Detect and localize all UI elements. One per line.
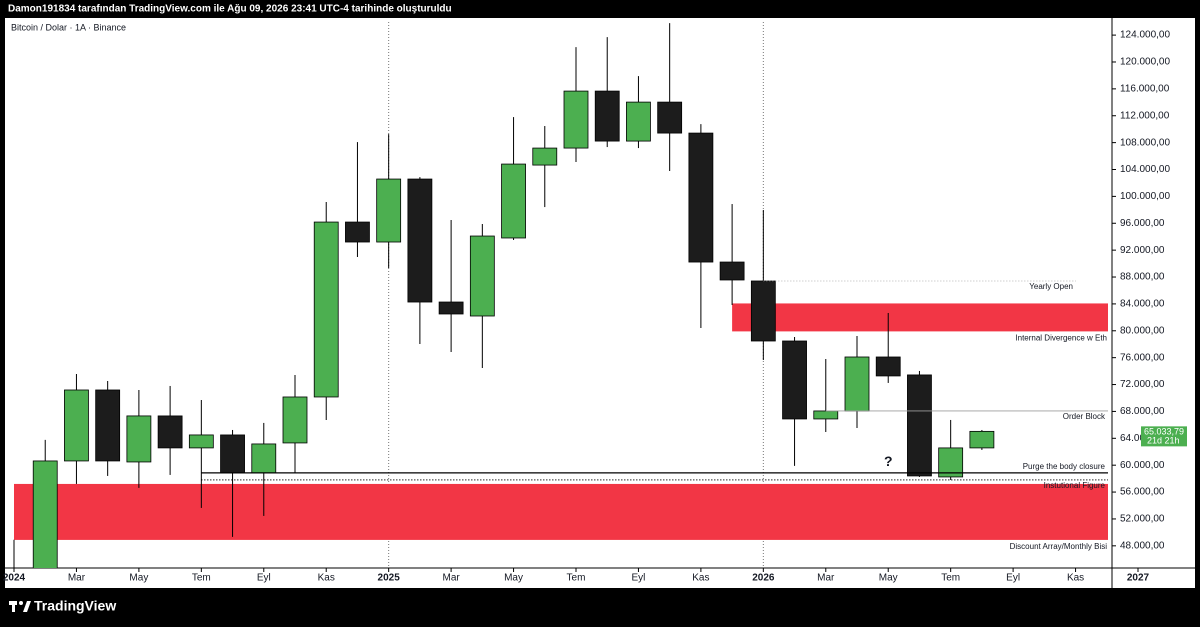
x-tick-label: Tem [941, 573, 960, 584]
y-tick-label: 84.000,00 [1120, 299, 1165, 310]
candle-body [220, 434, 245, 474]
x-tick-label: Kas [692, 573, 709, 584]
candle-body [501, 163, 526, 239]
candle-body [969, 430, 995, 449]
y-tick-label: 68.000,00 [1120, 406, 1165, 417]
y-tick-label: 92.000,00 [1120, 245, 1165, 256]
candle-body [907, 374, 932, 477]
candle-body [282, 396, 308, 444]
x-tick-label: Eyl [257, 573, 271, 584]
brand-name: TradingView [34, 598, 116, 614]
x-tick-label: Tem [192, 573, 211, 584]
y-tick-label: 112.000,00 [1120, 110, 1170, 121]
candle-body [688, 132, 714, 263]
x-tick-label: Kas [1067, 573, 1084, 584]
y-tick-label: 72.000,00 [1120, 379, 1165, 390]
x-tick-label: 2026 [752, 573, 775, 584]
candle-body [563, 90, 589, 149]
candle-body [469, 235, 495, 317]
candle-body [594, 90, 620, 142]
last-price-label: 65.033,79 [1144, 427, 1184, 437]
candle-body [719, 261, 745, 281]
candle-body [938, 447, 964, 478]
candle-body [750, 280, 776, 342]
x-tick-label: Tem [567, 573, 586, 584]
x-tick-label: 2027 [1127, 573, 1150, 584]
candle-body [407, 178, 433, 303]
last-price-box [1141, 426, 1187, 447]
candle-body [32, 460, 58, 568]
symbol-title: Bitcoin / Dolar · 1A · Binance [11, 22, 126, 32]
level-label: Instutional Figure [1044, 481, 1106, 490]
x-tick-label: 2024 [3, 573, 26, 584]
x-tick-label: Mar [68, 573, 86, 584]
candle-body [657, 101, 683, 134]
y-tick-label: 96.000,00 [1120, 218, 1165, 229]
x-tick-label: Mar [817, 573, 835, 584]
last-price-countdown: 21d 21h [1147, 436, 1180, 446]
annotation: ? [884, 453, 893, 469]
x-tick-label: Kas [318, 573, 335, 584]
level-label: Yearly Open [1029, 282, 1073, 291]
candle-body [188, 434, 214, 449]
candle-body [251, 443, 277, 474]
x-tick-label: May [129, 573, 148, 584]
zone-label: Internal Divergence w Eth [1015, 333, 1107, 342]
y-tick-label: 100.000,00 [1120, 191, 1170, 202]
x-tick-label: 2025 [378, 573, 401, 584]
x-tick-label: May [504, 573, 523, 584]
candle-body [157, 415, 183, 449]
y-tick-label: 52.000,00 [1120, 514, 1165, 525]
brand-logo: TradingView [9, 598, 116, 614]
y-tick-label: 108.000,00 [1120, 137, 1170, 148]
y-tick-label: 116.000,00 [1120, 84, 1170, 95]
candle-body [126, 415, 152, 463]
x-tick-label: Eyl [1006, 573, 1020, 584]
y-tick-label: 88.000,00 [1120, 272, 1165, 283]
zone [14, 483, 1108, 540]
candle-body [532, 147, 558, 166]
y-tick-label: 48.000,00 [1120, 540, 1165, 551]
candle-body [313, 221, 339, 398]
level-label: Order Block [1063, 412, 1106, 421]
plot-area [13, 22, 1108, 568]
attribution: Damon191834 tarafından TradingView.com i… [8, 4, 452, 15]
candle-body [844, 356, 870, 412]
zone-label: Discount Array/Monthly Bisi [1010, 542, 1108, 551]
y-tick-label: 56.000,00 [1120, 487, 1165, 498]
candle-body [64, 389, 89, 462]
y-tick-label: 104.000,00 [1120, 164, 1170, 175]
candle-body [438, 301, 464, 315]
candle-body [376, 178, 402, 243]
candle-body [626, 101, 651, 142]
candle-body [782, 340, 807, 420]
y-tick-label: 76.000,00 [1120, 352, 1165, 363]
candle-body [813, 410, 839, 420]
zone [732, 303, 1108, 332]
y-tick-label: 124.000,00 [1120, 30, 1170, 41]
y-tick-label: 120.000,00 [1120, 57, 1170, 68]
y-tick-label: 60.000,00 [1120, 460, 1165, 471]
candle-body [875, 356, 901, 377]
level-label: Purge the body closure [1023, 462, 1106, 471]
x-tick-label: Mar [442, 573, 460, 584]
candle-body [95, 389, 121, 462]
candle-body [345, 221, 370, 243]
x-tick-label: Eyl [631, 573, 645, 584]
x-tick-label: May [879, 573, 898, 584]
y-tick-label: 80.000,00 [1120, 325, 1165, 336]
